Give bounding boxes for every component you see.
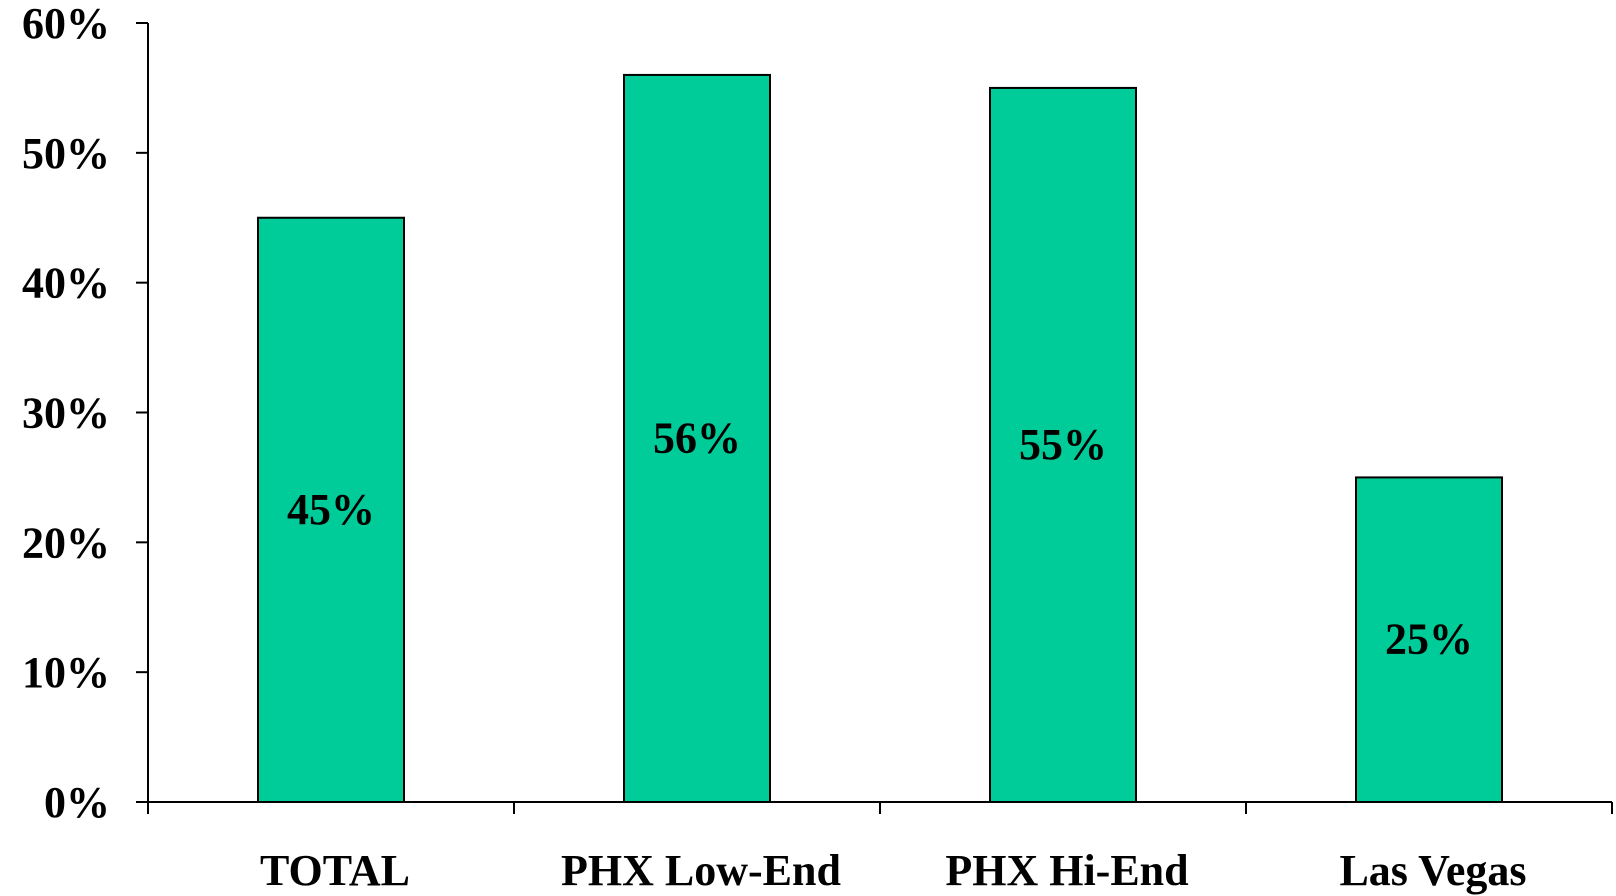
bar-data-label: 25%	[1385, 615, 1473, 664]
y-tick-label: 20%	[22, 518, 110, 567]
y-tick-label: 50%	[22, 129, 110, 178]
bar-las-vegas	[1355, 476, 1503, 803]
bar-data-label: 56%	[653, 413, 741, 462]
data-labels: 45% 56% 55% 25%	[287, 413, 1473, 663]
bar-phx-hi-end	[989, 86, 1137, 803]
y-tick-label: 30%	[22, 389, 110, 438]
x-category-label: PHX Low-End	[561, 846, 841, 895]
x-axis-ticks	[147, 802, 1613, 814]
x-category-label: TOTAL	[260, 846, 410, 895]
y-tick-label: 10%	[22, 648, 110, 697]
bar-data-label: 45%	[287, 485, 375, 534]
bars	[257, 73, 1503, 803]
x-category-label: PHX Hi-End	[945, 846, 1188, 895]
bar-phx-low-end	[623, 73, 771, 803]
y-tick-label: 0%	[44, 778, 110, 827]
category-labels: TOTAL PHX Low-End PHX Hi-End Las Vegas	[260, 846, 1527, 895]
y-axis-ticks: 0% 10% 20% 30% 40% 50% 60%	[22, 0, 148, 827]
bar-data-label: 55%	[1019, 420, 1107, 469]
y-tick-label: 40%	[22, 259, 110, 308]
y-tick-label: 60%	[22, 0, 110, 48]
x-category-label: Las Vegas	[1339, 846, 1526, 895]
